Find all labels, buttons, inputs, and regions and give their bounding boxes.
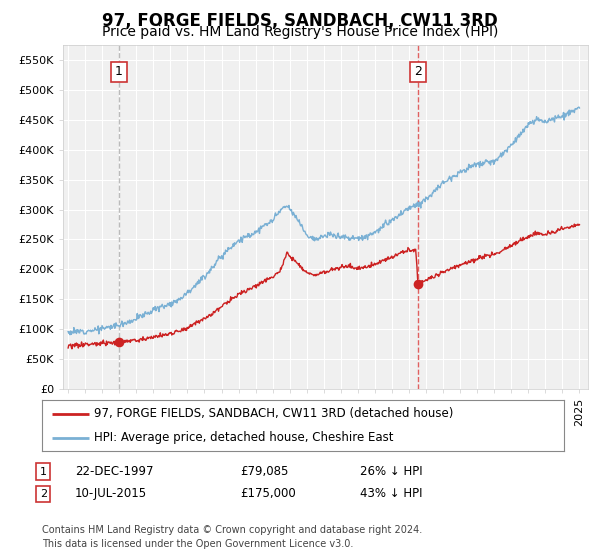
Text: 43% ↓ HPI: 43% ↓ HPI xyxy=(360,487,422,501)
Text: 22-DEC-1997: 22-DEC-1997 xyxy=(75,465,154,478)
Text: Price paid vs. HM Land Registry's House Price Index (HPI): Price paid vs. HM Land Registry's House … xyxy=(102,25,498,39)
Text: 10-JUL-2015: 10-JUL-2015 xyxy=(75,487,147,501)
Text: 26% ↓ HPI: 26% ↓ HPI xyxy=(360,465,422,478)
Text: 1: 1 xyxy=(40,466,47,477)
Text: £79,085: £79,085 xyxy=(240,465,289,478)
Text: 2: 2 xyxy=(40,489,47,499)
Text: 97, FORGE FIELDS, SANDBACH, CW11 3RD: 97, FORGE FIELDS, SANDBACH, CW11 3RD xyxy=(102,12,498,30)
Text: HPI: Average price, detached house, Cheshire East: HPI: Average price, detached house, Ches… xyxy=(94,431,394,444)
Text: Contains HM Land Registry data © Crown copyright and database right 2024.
This d: Contains HM Land Registry data © Crown c… xyxy=(42,525,422,549)
Text: 1: 1 xyxy=(115,66,123,78)
Text: 97, FORGE FIELDS, SANDBACH, CW11 3RD (detached house): 97, FORGE FIELDS, SANDBACH, CW11 3RD (de… xyxy=(94,407,454,420)
Text: £175,000: £175,000 xyxy=(240,487,296,501)
Text: 2: 2 xyxy=(414,66,422,78)
